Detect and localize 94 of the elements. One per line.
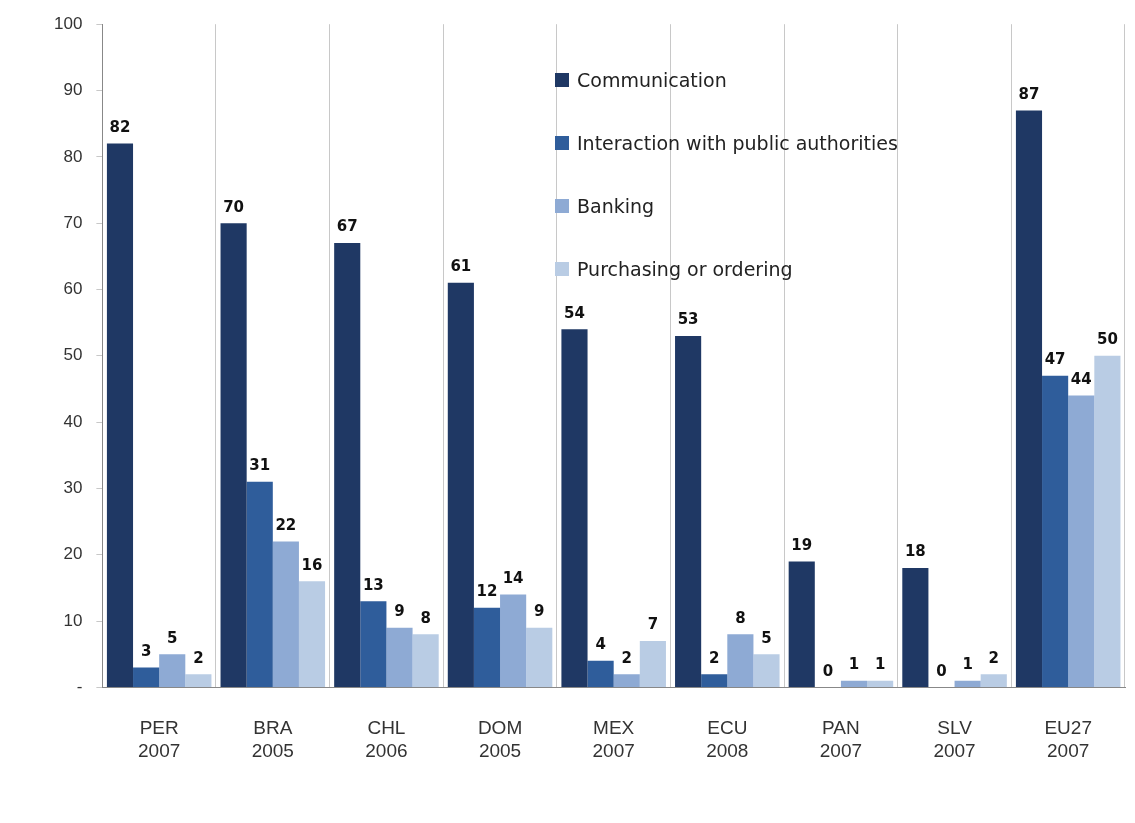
data-label: 70 <box>223 197 245 216</box>
data-label: 54 <box>564 303 585 322</box>
bar <box>675 335 702 687</box>
bar <box>360 601 387 687</box>
bar <box>788 561 815 687</box>
data-label: 9 <box>534 602 545 621</box>
bar <box>246 481 273 687</box>
bar <box>133 667 160 687</box>
x-tick-label: SLV 2007 <box>933 717 976 761</box>
y-tick-label: 60 <box>63 279 83 299</box>
x-tick-label: MEX 2007 <box>592 717 635 761</box>
bar <box>500 594 527 687</box>
y-tick-label: 90 <box>63 80 83 100</box>
bar <box>334 243 361 687</box>
data-label: 13 <box>362 575 384 594</box>
x-tick-label: ECU 2008 <box>706 717 749 761</box>
bar <box>561 329 588 687</box>
y-tick-label: 40 <box>63 411 83 431</box>
bar <box>980 674 1007 687</box>
data-label: 2 <box>988 648 999 667</box>
data-label: 12 <box>476 582 498 601</box>
bar <box>473 607 501 687</box>
data-label: 44 <box>1070 369 1092 388</box>
data-label: 50 <box>1096 330 1118 349</box>
bar <box>298 581 326 687</box>
data-label: 22 <box>275 515 297 534</box>
bar <box>526 627 553 687</box>
bar <box>902 568 929 687</box>
data-label: 1 <box>962 655 973 674</box>
bar <box>753 654 780 687</box>
x-tick-label: EU27 2007 <box>1044 717 1092 761</box>
bar <box>185 674 212 687</box>
x-tick-label: BRA 2005 <box>251 717 294 761</box>
data-label: 2 <box>621 648 632 667</box>
legend-label: Banking <box>577 194 655 217</box>
bar <box>954 680 981 687</box>
x-tick-label: CHL 2006 <box>365 717 408 761</box>
bar <box>1042 375 1069 687</box>
data-label: 5 <box>761 628 772 647</box>
data-label: 2 <box>193 648 204 667</box>
y-tick-label: 30 <box>63 478 83 498</box>
y-tick-label: 70 <box>63 212 83 232</box>
x-tick-label: PAN 2007 <box>819 717 863 761</box>
bar <box>840 680 868 687</box>
data-label: 8 <box>420 608 431 627</box>
x-tick-label: PER 2007 <box>138 717 181 761</box>
legend-label: Interaction with public authorities <box>577 131 898 154</box>
bar <box>613 674 640 687</box>
y-tick-label: 50 <box>63 345 83 365</box>
data-label: 9 <box>394 602 405 621</box>
bar <box>159 654 186 687</box>
bar <box>1094 355 1121 687</box>
data-label: 14 <box>502 568 524 587</box>
data-label: 31 <box>249 456 271 475</box>
y-tick-label: 10 <box>63 610 83 630</box>
y-tick-label: 80 <box>63 146 83 166</box>
data-label: 5 <box>167 628 178 647</box>
data-label: 53 <box>677 310 699 329</box>
legend-label: Purchasing or ordering <box>577 257 793 280</box>
data-label: 8 <box>735 608 746 627</box>
bar <box>587 660 614 687</box>
bar <box>1068 395 1095 687</box>
data-label: 4 <box>595 635 606 654</box>
data-label: 0 <box>822 661 834 680</box>
data-label: 1 <box>848 655 860 674</box>
bar <box>220 223 247 687</box>
y-tick-label: 20 <box>63 544 83 564</box>
data-label: 67 <box>336 217 358 236</box>
bar <box>272 541 299 687</box>
bar <box>867 680 894 687</box>
bar <box>701 674 728 687</box>
bar <box>447 282 474 687</box>
data-label: 87 <box>1018 84 1040 103</box>
y-tick-label: 100 <box>53 13 83 33</box>
bar <box>1015 110 1043 687</box>
data-label: 19 <box>791 535 813 554</box>
data-label: 0 <box>936 661 947 680</box>
legend-label: Communication <box>577 68 727 91</box>
data-label: 3 <box>140 641 152 660</box>
bar <box>727 634 754 687</box>
bar <box>106 143 134 687</box>
x-tick-label: DOM 2005 <box>477 717 523 761</box>
data-label: 1 <box>874 655 886 674</box>
data-label: 61 <box>450 257 472 276</box>
data-label: 47 <box>1044 350 1066 369</box>
data-label: 7 <box>647 615 659 634</box>
bar <box>386 627 413 687</box>
bar <box>639 640 666 687</box>
data-label: 16 <box>301 555 323 574</box>
data-label: 82 <box>109 117 131 136</box>
bar <box>412 634 439 687</box>
data-label: 18 <box>904 542 926 561</box>
y-tick-label: - <box>76 677 83 697</box>
data-label: 2 <box>709 648 720 667</box>
